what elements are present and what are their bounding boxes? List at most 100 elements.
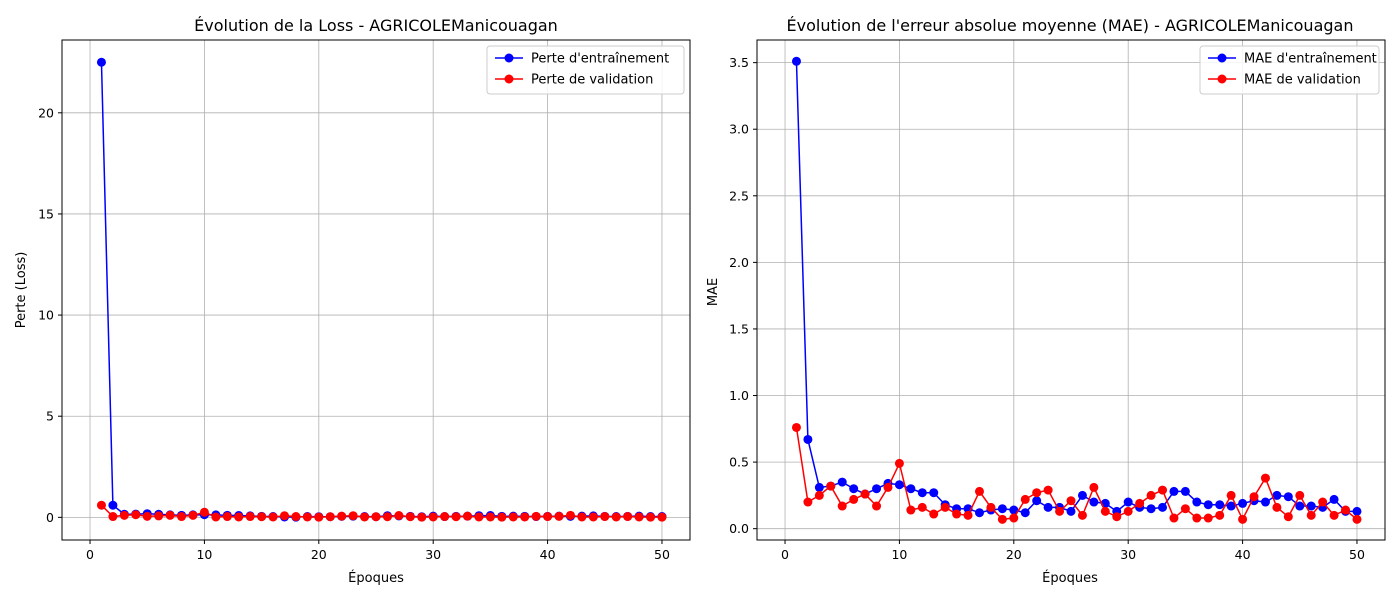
mae-data-point: [1055, 506, 1065, 516]
mae-data-point: [1192, 513, 1202, 523]
loss-data-point: [337, 511, 347, 521]
loss-xtick-label: 50: [654, 547, 670, 562]
mae-data-point: [1295, 501, 1305, 511]
mae-data-point: [1066, 496, 1076, 506]
mae-data-point: [974, 508, 984, 518]
mae-data-point: [1260, 497, 1270, 507]
mae-data-point: [1215, 500, 1225, 510]
mae-data-point: [1180, 486, 1190, 496]
loss-data-point: [394, 511, 404, 521]
loss-xtick-label: 30: [425, 547, 441, 562]
loss-data-point: [565, 510, 575, 520]
mae-ytick-label: 2.5: [729, 188, 749, 203]
mae-data-point: [883, 482, 893, 492]
mae-ytick-label: 3.5: [729, 55, 749, 70]
mae-xtick-label: 20: [1006, 547, 1022, 562]
mae-data-point: [906, 484, 916, 494]
mae-data-point: [1158, 502, 1168, 512]
loss-legend: Perte d'entraînement Perte de validation: [486, 45, 685, 95]
mae-data-point: [1089, 482, 1099, 492]
loss-ytick-label: 5: [46, 409, 54, 424]
loss-data-point: [428, 512, 438, 522]
mae-data-point: [1032, 488, 1042, 498]
mae-data-point: [1306, 510, 1316, 520]
mae-data-point: [1112, 512, 1122, 522]
mae-data-point: [974, 486, 984, 496]
mae-data-point: [814, 482, 824, 492]
mae-data-point: [1352, 506, 1362, 516]
loss-data-point: [451, 512, 461, 522]
loss-axes-frame: [61, 39, 691, 541]
loss-chart: Évolution de la Loss - AGRICOLEManicouag…: [14, 16, 691, 586]
loss-data-point: [108, 512, 118, 522]
mae-data-point: [849, 484, 859, 494]
loss-data-point: [646, 512, 656, 522]
mae-data-point: [1146, 504, 1156, 514]
mae-axes-frame: [756, 39, 1386, 541]
mae-data-point: [1203, 500, 1213, 510]
mae-data-point: [1146, 490, 1156, 500]
loss-data-point: [268, 512, 278, 522]
mae-data-point: [1169, 486, 1179, 496]
loss-legend-label: Perte de validation: [531, 73, 653, 88]
mae-data-point: [963, 510, 973, 520]
mae-data-point: [1238, 498, 1248, 508]
loss-data-point: [165, 510, 175, 520]
mae-ytick-label: 1.0: [729, 388, 749, 403]
loss-chart-xlabel: Époques: [348, 570, 404, 586]
loss-chart-ylabel: Perte (Loss): [14, 252, 29, 329]
loss-data-point: [474, 512, 484, 522]
mae-data-point: [1272, 490, 1282, 500]
mae-data-point: [917, 502, 927, 512]
mae-data-point: [860, 489, 870, 499]
loss-data-point: [234, 512, 244, 522]
mae-ytick-label: 0.5: [729, 455, 749, 470]
mae-data-point: [1032, 496, 1042, 506]
mae-data-point: [986, 502, 996, 512]
loss-data-point: [634, 512, 644, 522]
mae-series-1: [791, 422, 1362, 524]
loss-data-point: [211, 512, 221, 522]
loss-ytick-label: 10: [38, 308, 54, 323]
mae-chart-xlabel: Époques: [1042, 570, 1098, 586]
mae-ytick-label: 0.0: [729, 521, 749, 536]
mae-data-point: [803, 434, 813, 444]
loss-data-point: [417, 512, 427, 522]
loss-data-point: [497, 512, 507, 522]
loss-data-point: [554, 511, 564, 521]
mae-chart: Évolution de l'erreur absolue moyenne (M…: [706, 16, 1386, 586]
mae-data-point: [1226, 501, 1236, 511]
mae-xtick-label: 10: [891, 547, 907, 562]
mae-legend-label: MAE de validation: [1244, 73, 1361, 88]
mae-data-point: [1123, 506, 1133, 516]
loss-data-point: [371, 512, 381, 522]
mae-data-point: [803, 497, 813, 507]
loss-data-point: [279, 511, 289, 521]
mae-data-point: [929, 488, 939, 498]
loss-legend-box: [486, 45, 685, 95]
loss-data-point: [405, 512, 415, 522]
loss-data-point: [531, 511, 541, 521]
mae-data-point: [1215, 510, 1225, 520]
mae-data-point: [1020, 508, 1030, 518]
loss-data-point: [348, 511, 358, 521]
mae-data-point: [1020, 494, 1030, 504]
loss-data-point: [508, 512, 518, 522]
mae-data-point: [872, 501, 882, 511]
mae-data-point: [952, 509, 962, 519]
mae-data-point: [1135, 498, 1145, 508]
mae-data-point: [894, 458, 904, 468]
mae-data-point: [1009, 505, 1019, 515]
mae-xtick-label: 40: [1235, 547, 1251, 562]
mae-data-point: [872, 484, 882, 494]
loss-ytick-label: 20: [38, 105, 54, 120]
mae-chart-ylabel: MAE: [706, 278, 721, 306]
loss-data-point: [520, 512, 530, 522]
mae-data-point: [929, 509, 939, 519]
loss-legend-marker: [504, 74, 514, 84]
mae-data-point: [1043, 485, 1053, 495]
loss-xtick-label: 40: [540, 547, 556, 562]
mae-data-point: [1295, 490, 1305, 500]
